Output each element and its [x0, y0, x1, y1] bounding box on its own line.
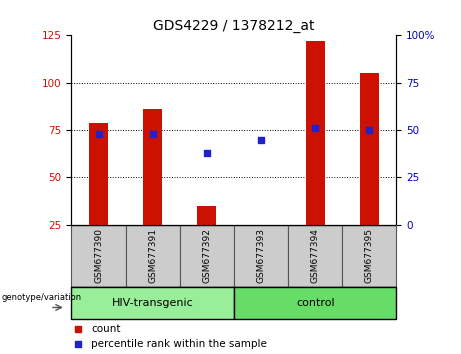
Point: [95, 131, 102, 137]
Text: percentile rank within the sample: percentile rank within the sample: [91, 339, 267, 349]
Point: [312, 125, 319, 131]
Bar: [89, 122, 108, 225]
Bar: [234, 225, 288, 287]
Text: genotype/variation: genotype/variation: [1, 293, 82, 302]
Bar: [234, 287, 396, 319]
Text: GSM677390: GSM677390: [94, 228, 103, 283]
Text: HIV-transgenic: HIV-transgenic: [112, 298, 194, 308]
Point: [257, 137, 265, 142]
Bar: [125, 225, 180, 287]
Point: [74, 326, 82, 331]
Bar: [306, 41, 325, 225]
Bar: [197, 206, 216, 225]
Bar: [143, 109, 162, 225]
Text: GSM677393: GSM677393: [256, 228, 266, 283]
Bar: [288, 225, 342, 287]
Point: [149, 131, 156, 137]
Bar: [342, 225, 396, 287]
Point: [74, 341, 82, 347]
Text: GSM677395: GSM677395: [365, 228, 374, 283]
Text: GSM677392: GSM677392: [202, 228, 212, 283]
Point: [203, 150, 211, 156]
Text: GSM677391: GSM677391: [148, 228, 157, 283]
Bar: [360, 73, 379, 225]
Point: [366, 127, 373, 133]
Title: GDS4229 / 1378212_at: GDS4229 / 1378212_at: [153, 19, 315, 33]
Text: control: control: [296, 298, 335, 308]
Text: count: count: [91, 324, 120, 333]
Text: GSM677394: GSM677394: [311, 228, 320, 283]
Bar: [71, 287, 234, 319]
Bar: [180, 225, 234, 287]
Bar: [71, 225, 125, 287]
